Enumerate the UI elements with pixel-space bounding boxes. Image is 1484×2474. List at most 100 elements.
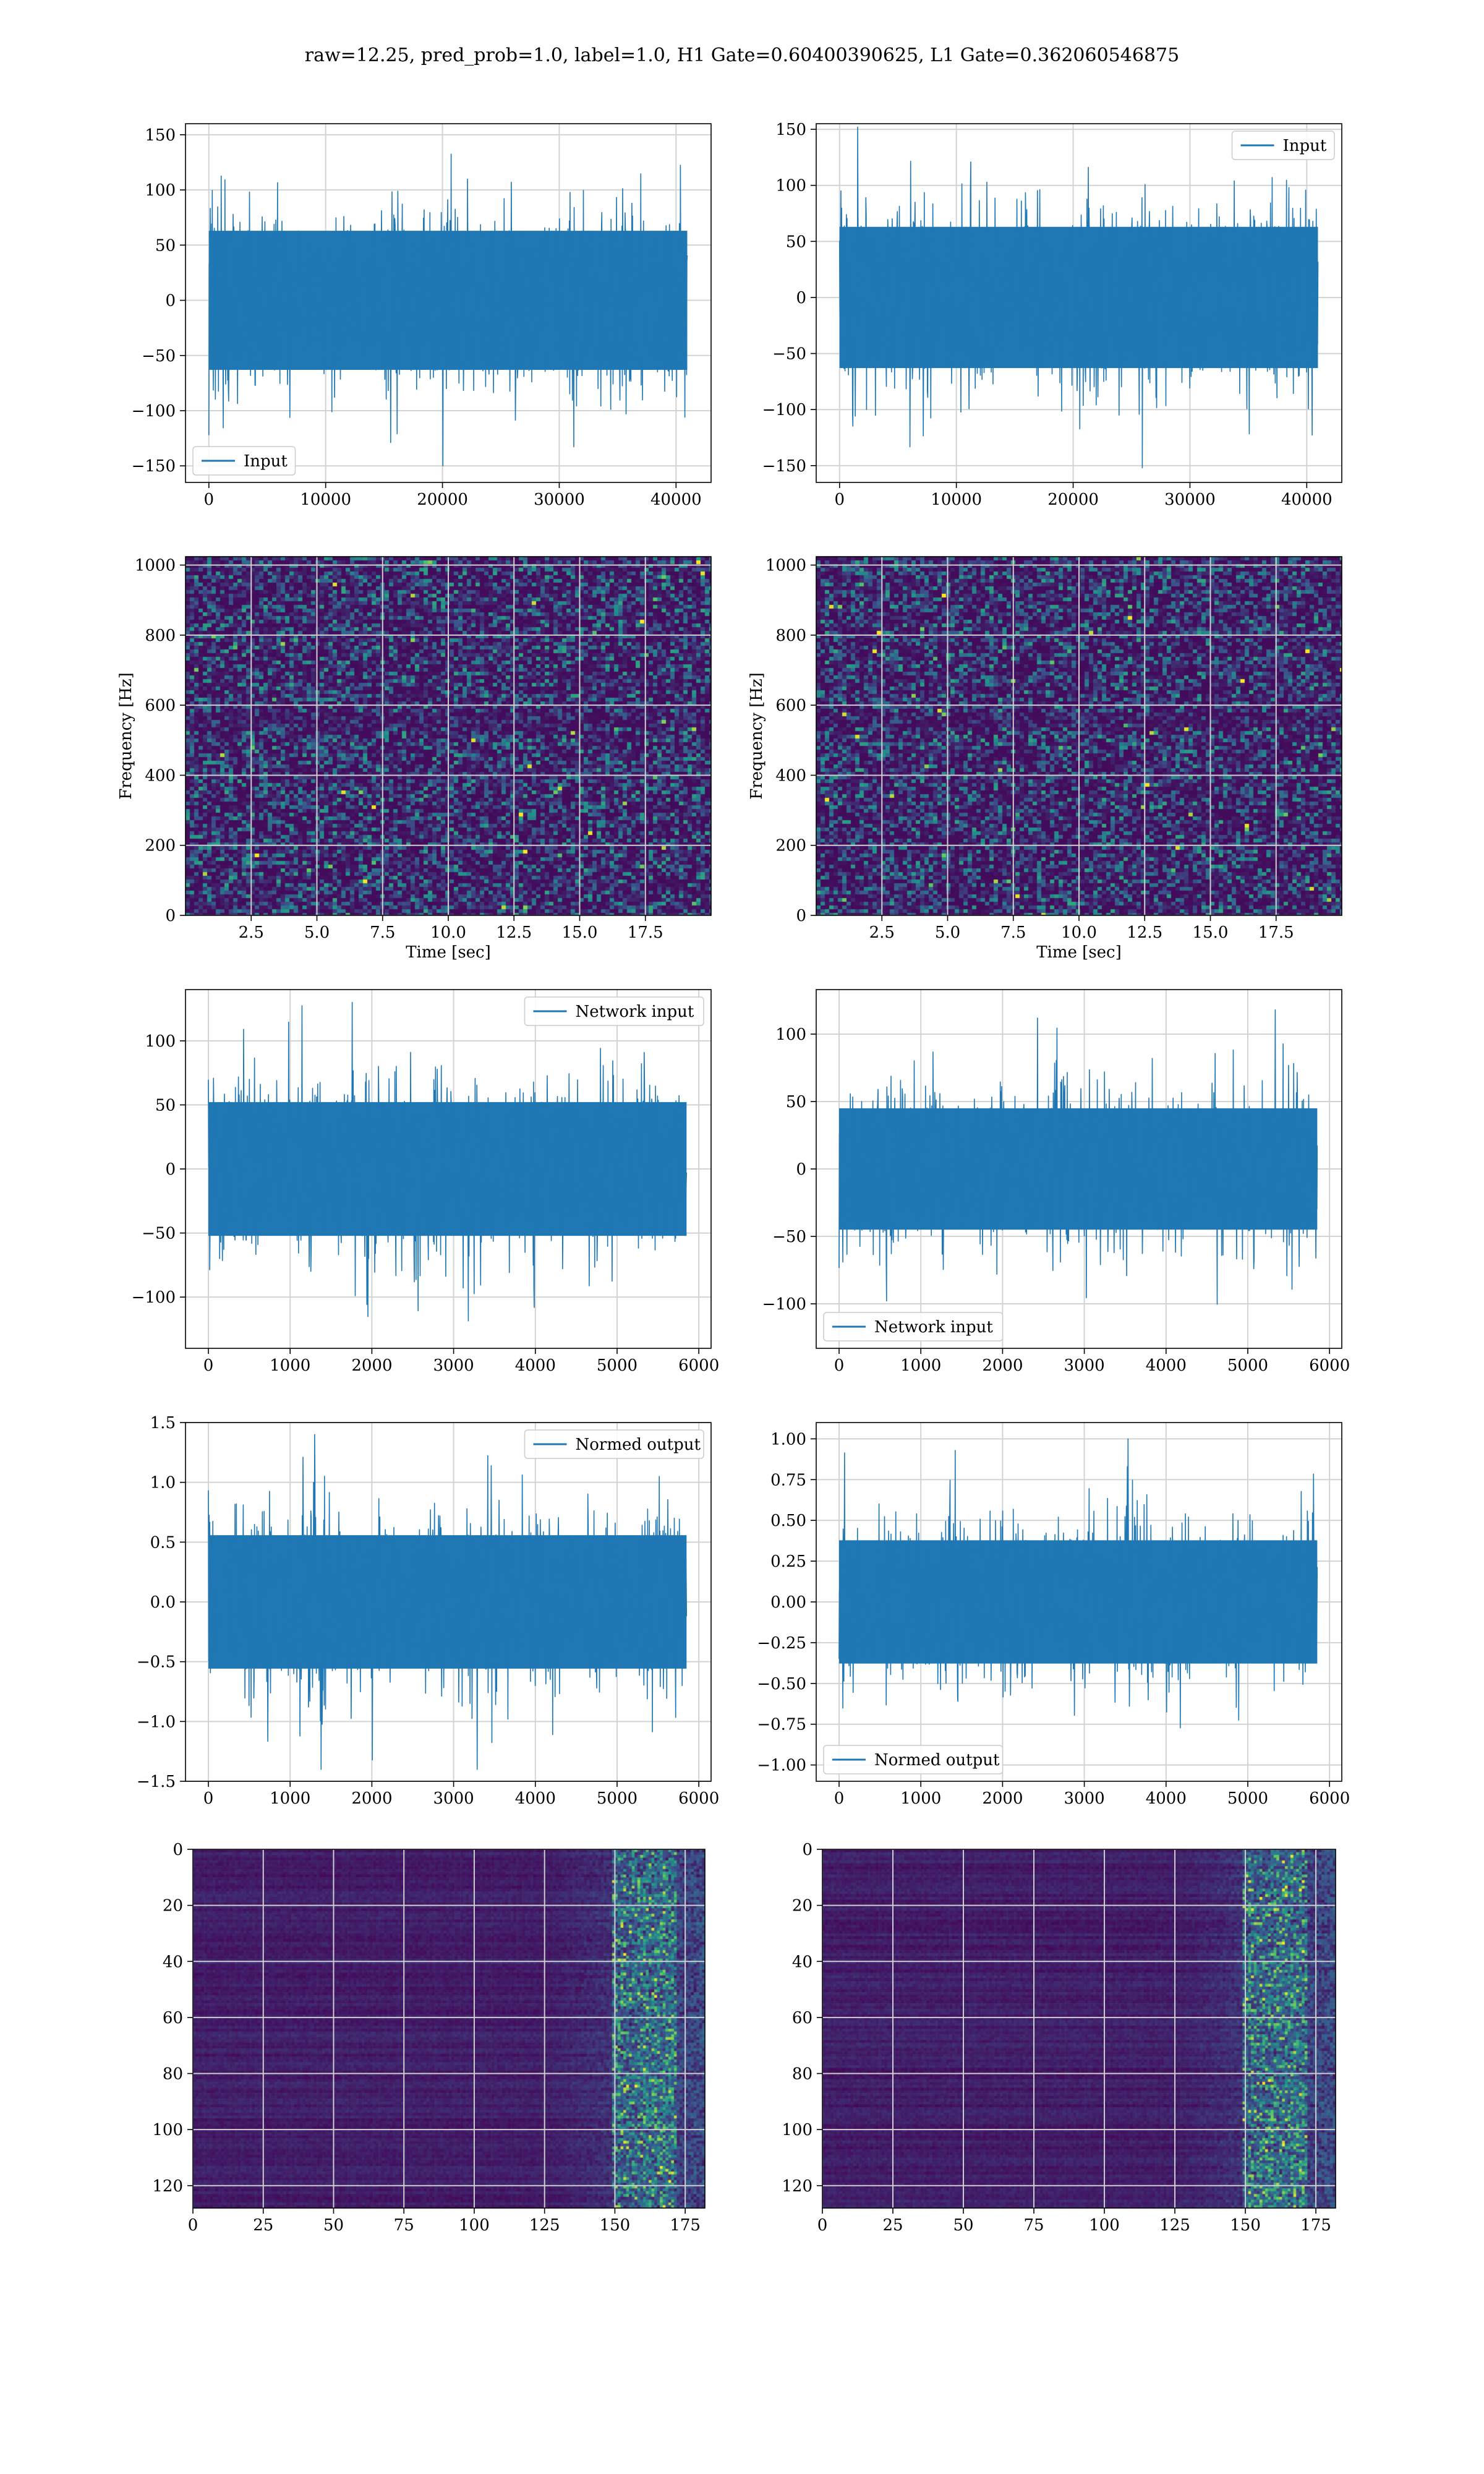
input-l1-ytick-label-1: −100	[762, 401, 806, 419]
input-h1-xtick-label-3: 30000	[534, 490, 585, 509]
spectrogram-h1-xtick-label-0: 2.5	[239, 923, 264, 942]
spectrogram-l1-xlabel: Time [sec]	[1036, 943, 1122, 962]
input-h1-xtick-label-4: 40000	[650, 490, 702, 509]
input-l1-xtick-label-4: 40000	[1281, 490, 1333, 509]
network-input-h1-panel: 0 1000 2000 3000 4000 5000 6000 −100 −50 0 50 100 Ne…	[132, 989, 719, 1375]
spectrogram-h1-xtick-label-6: 17.5	[628, 923, 663, 942]
spectrogram-l1-ytick-label-1: 200	[775, 837, 806, 855]
normed-output-h1-ytick-label-3: 0.0	[150, 1593, 176, 1612]
input-l1-xtick-label-0: 0	[835, 490, 845, 509]
input-l1-legend-box	[1231, 131, 1335, 160]
feature-map-h1-ytick-label-0: 0	[173, 1841, 183, 1859]
normed-output-h1-ytick-label-4: 0.5	[150, 1533, 176, 1552]
normed-output-l1-ytick-label-7: 0.75	[770, 1471, 806, 1489]
input-h1-xtick-label-0: 0	[204, 490, 215, 509]
feature-map-h1-ytick-label-1: 20	[163, 1897, 183, 1915]
normed-output-l1-ytick-label-8: 1.00	[770, 1430, 806, 1449]
normed-output-h1-legend-box	[524, 1429, 704, 1459]
spectrogram-l1-xtick-label-0: 2.5	[869, 923, 895, 942]
network-input-h1-ytick-label-2: 0	[165, 1160, 176, 1179]
normed-output-h1-xtick-label-1: 1000	[270, 1789, 310, 1808]
input-h1-legend: Input	[192, 446, 296, 476]
normed-output-h1-xtick-label-3: 3000	[433, 1789, 474, 1808]
network-input-l1-legend-box	[823, 1312, 1004, 1342]
normed-output-h1-xtick-label-6: 6000	[678, 1789, 719, 1808]
feature-map-l1-xtick-label-6: 150	[1230, 2216, 1261, 2235]
feature-map-l1-ytick-label-3: 60	[792, 2009, 812, 2027]
feature-map-l1-ytick-label-4: 80	[792, 2065, 812, 2084]
normed-output-h1-ytick-label-0: −1.5	[137, 1773, 176, 1791]
input-l1-frame	[816, 123, 1342, 483]
input-h1-ytick-label-6: 150	[145, 126, 176, 145]
network-input-l1-xtick-label-2: 2000	[982, 1356, 1023, 1375]
spectrogram-h1-panel: 2.5 5.0 7.5 10.0 12.5 15.0 17.5 0 200 400 600 800 10…	[117, 556, 712, 962]
normed-output-l1-xtick-label-1: 1000	[900, 1789, 941, 1808]
spectrogram-l1-ylabel: Frequency [Hz]	[748, 672, 766, 800]
feature-map-h1-xtick-label-5: 125	[529, 2216, 560, 2235]
network-input-l1-xtick-label-3: 3000	[1064, 1356, 1105, 1375]
feature-map-h1-ytick-label-5: 100	[152, 2121, 183, 2139]
feature-map-l1-xtick-label-1: 25	[882, 2216, 903, 2235]
spectrogram-h1-ytick-label-3: 600	[145, 696, 176, 715]
spectrogram-h1-xtick-label-2: 7.5	[370, 923, 395, 942]
input-l1-series-line	[839, 126, 1319, 469]
normed-output-l1-xtick-label-5: 5000	[1227, 1789, 1268, 1808]
figure-suptitle: raw=12.25, pred_prob=1.0, label=1.0, H1 …	[305, 45, 1179, 66]
input-h1-frame	[185, 123, 712, 483]
spectrogram-l1-ytick-label-5: 1000	[765, 557, 806, 575]
normed-output-h1-ytick-label-6: 1.5	[150, 1414, 176, 1432]
network-input-h1-series-line	[208, 1001, 688, 1322]
network-input-h1-xtick-label-0: 0	[203, 1356, 214, 1375]
spectrogram-l1-xtick-label-3: 10.0	[1061, 923, 1097, 942]
normed-output-l1-legend-box	[823, 1745, 1004, 1774]
spectrogram-h1-ytick-label-4: 800	[145, 627, 176, 645]
feature-map-h1-xtick-label-0: 0	[188, 2216, 198, 2235]
input-l1-xtick-label-2: 20000	[1047, 490, 1099, 509]
feature-map-l1-xtick-label-2: 50	[953, 2216, 973, 2235]
network-input-h1-xtick-label-2: 2000	[351, 1356, 392, 1375]
spectrogram-l1-xtick-label-6: 17.5	[1258, 923, 1294, 942]
input-l1-ytick-label-2: −50	[772, 345, 806, 364]
network-input-h1-xtick-label-6: 6000	[678, 1356, 719, 1375]
input-h1-ytick-label-0: −150	[132, 457, 176, 476]
normed-output-h1-xtick-label-4: 4000	[515, 1789, 556, 1808]
feature-map-h1-ytick-label-6: 120	[152, 2177, 183, 2196]
feature-map-l1-xtick-label-3: 75	[1023, 2216, 1044, 2235]
normed-output-l1-ytick-label-3: −0.25	[757, 1634, 806, 1653]
feature-map-h1-xtick-label-2: 50	[323, 2216, 344, 2235]
feature-map-h1-frame	[192, 1849, 706, 2209]
network-input-h1-ytick-label-4: 100	[145, 1032, 176, 1051]
spectrogram-l1-ytick-label-4: 800	[775, 627, 806, 645]
normed-output-l1-xtick-label-3: 3000	[1064, 1789, 1105, 1808]
input-l1-legend-label: Input	[1283, 137, 1327, 155]
network-input-l1-ytick-label-4: 100	[775, 1025, 806, 1044]
spectrogram-h1-ytick-label-0: 0	[165, 907, 176, 925]
network-input-l1-panel: 0 1000 2000 3000 4000 5000 6000 −100 −50 0 50 100 Ne…	[762, 989, 1350, 1375]
normed-output-h1-ytick-label-1: −1.0	[137, 1713, 176, 1731]
feature-map-h1-xtick-label-6: 150	[600, 2216, 631, 2235]
feature-map-l1-xtick-label-5: 125	[1159, 2216, 1190, 2235]
feature-map-l1-xtick-label-4: 100	[1089, 2216, 1120, 2235]
feature-map-l1-frame	[822, 1849, 1336, 2209]
normed-output-l1-ytick-label-5: 0.25	[770, 1552, 806, 1571]
feature-map-l1-xtick-label-0: 0	[817, 2216, 828, 2235]
input-l1-ytick-label-4: 50	[786, 233, 806, 251]
normed-output-h1-series-line	[208, 1434, 688, 1770]
spectrogram-h1-xtick-label-4: 12.5	[496, 923, 532, 942]
input-h1-ytick-label-1: −100	[132, 402, 176, 421]
network-input-l1-ytick-label-2: 0	[796, 1160, 806, 1179]
normed-output-h1-xtick-label-5: 5000	[597, 1789, 638, 1808]
input-h1-legend-label: Input	[244, 452, 288, 471]
input-h1-panel: 0 10000 20000 30000 40000 −150 −100 −50 0 50 100 15…	[132, 123, 712, 509]
normed-output-l1-xtick-label-0: 0	[834, 1789, 845, 1808]
input-h1-legend-box	[192, 446, 296, 476]
feature-map-l1-heatmap-image	[822, 1849, 1336, 2208]
feature-map-l1-ytick-label-6: 120	[782, 2177, 812, 2196]
spectrogram-l1-panel: 2.5 5.0 7.5 10.0 12.5 15.0 17.5 0 200 400 600 800 10…	[748, 556, 1342, 962]
network-input-h1-ytick-label-0: −100	[132, 1288, 176, 1307]
network-input-h1-legend-box	[524, 996, 704, 1026]
network-input-h1-xtick-label-1: 1000	[270, 1356, 310, 1375]
normed-output-h1-xtick-label-0: 0	[203, 1789, 214, 1808]
spectrogram-l1-xtick-label-1: 5.0	[935, 923, 960, 942]
